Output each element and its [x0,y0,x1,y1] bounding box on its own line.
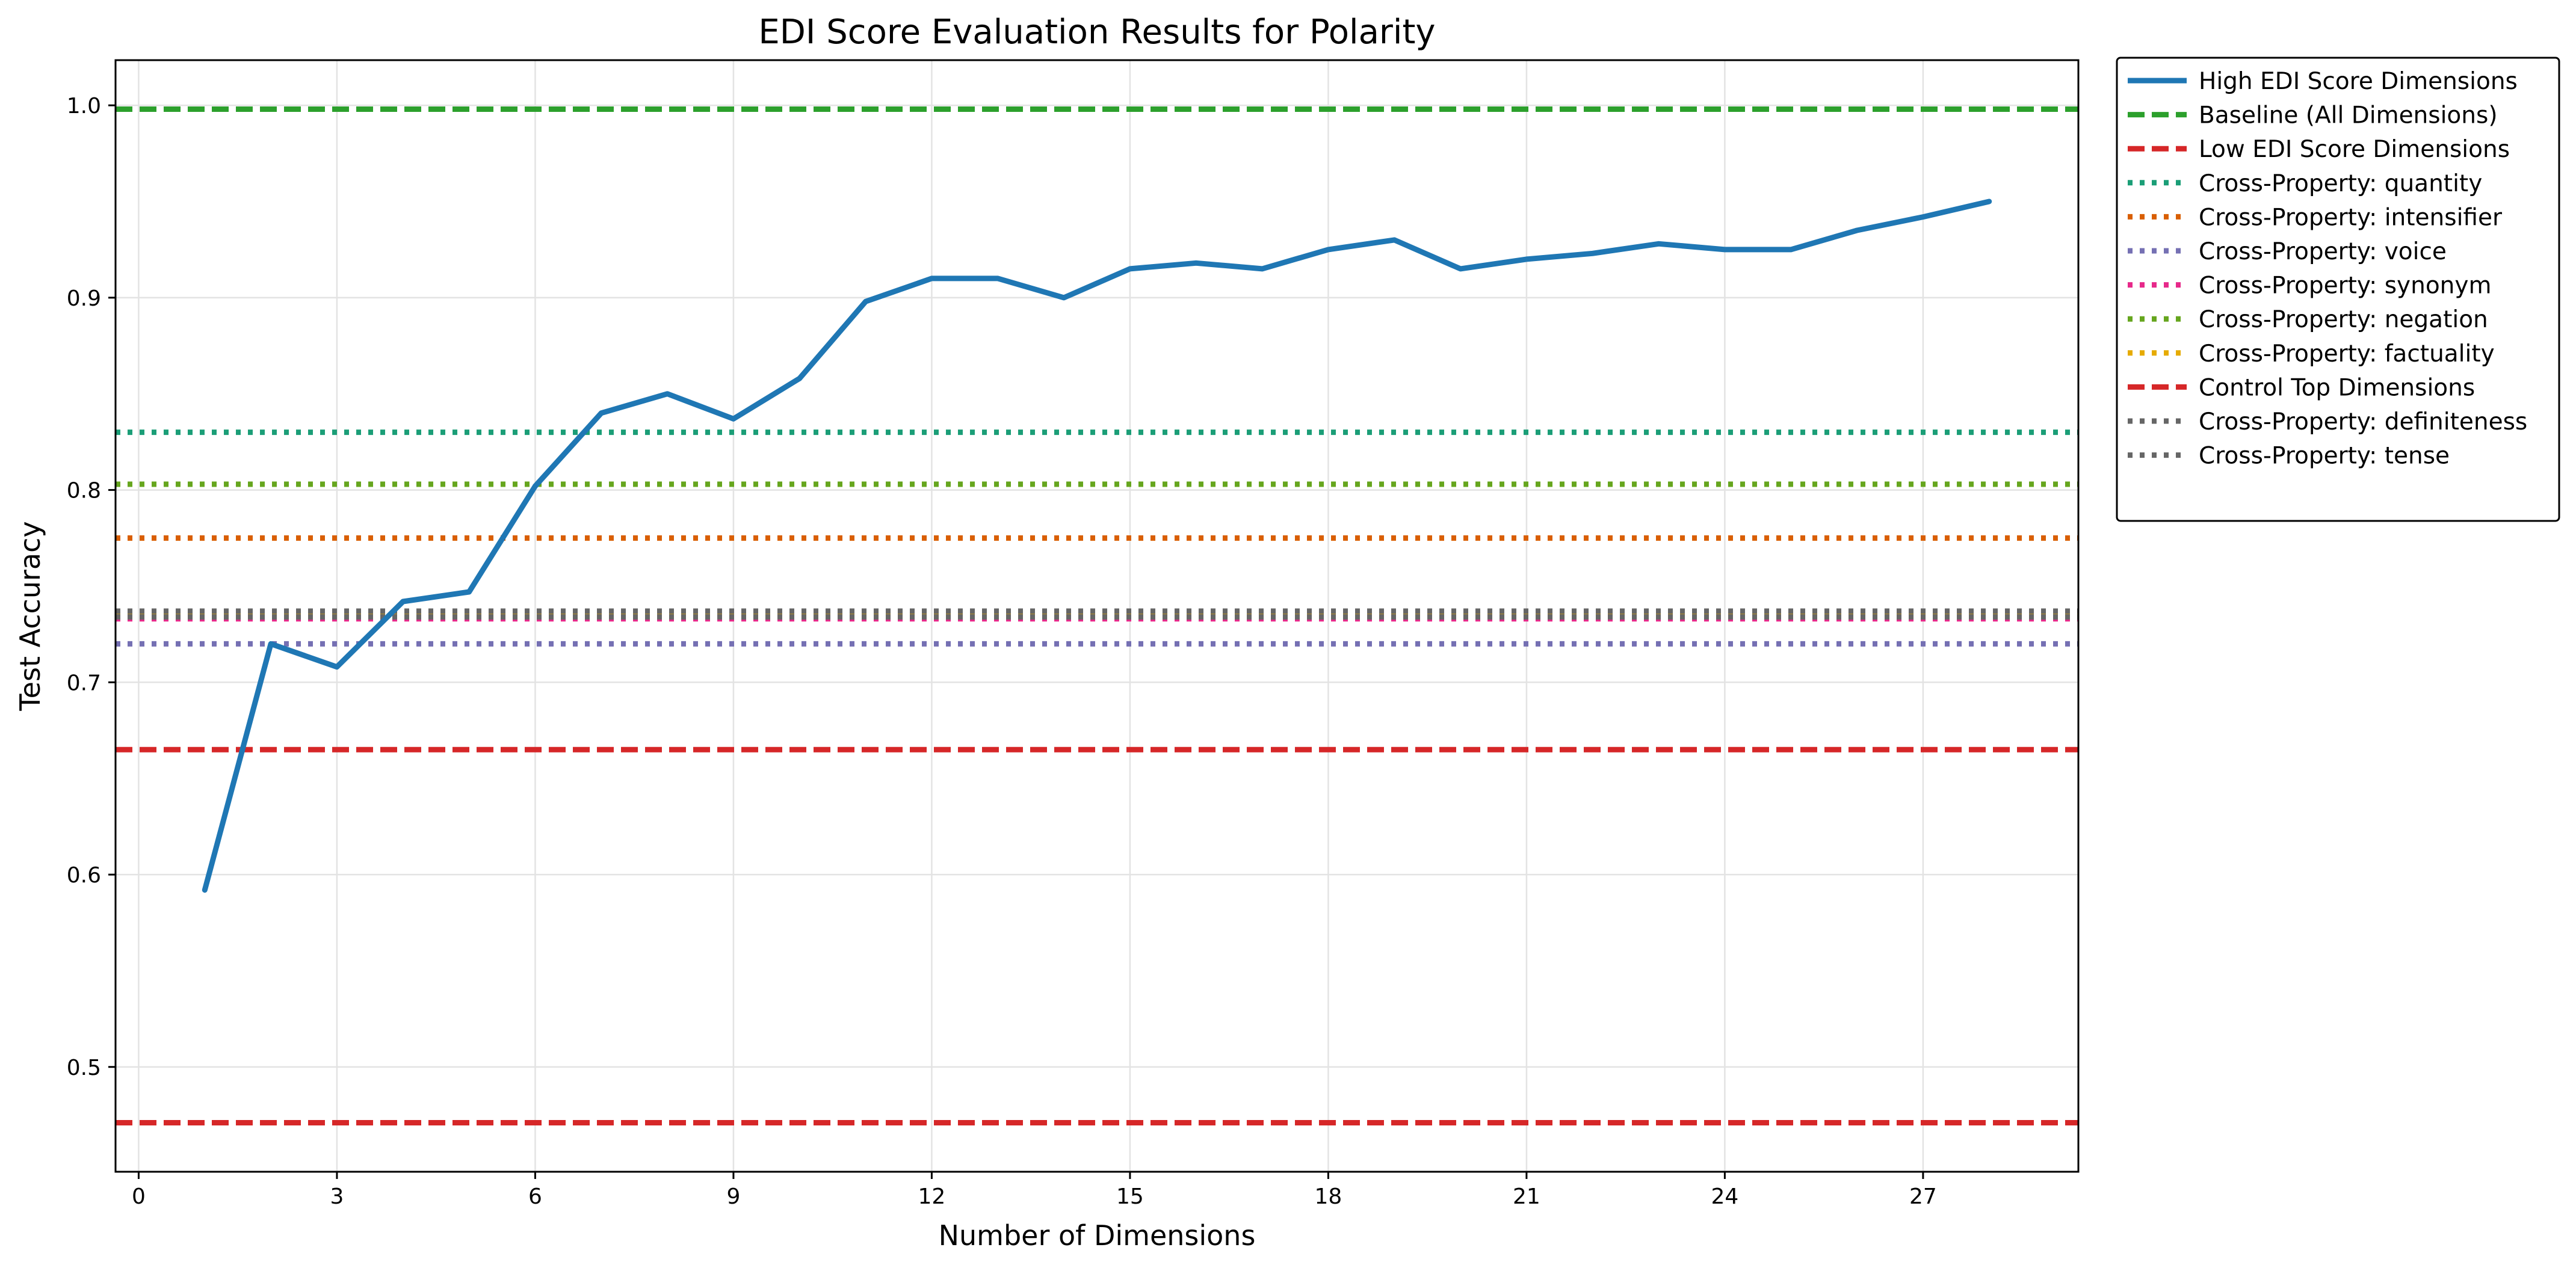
legend-label: Cross-Property: tense [2199,443,2450,470]
y-tick-label: 0.8 [67,479,101,503]
x-tick-label: 21 [1513,1184,1540,1209]
y-tick-label: 0.9 [67,286,101,311]
chart-title: EDI Score Evaluation Results for Polarit… [758,13,1435,52]
x-tick-label: 6 [528,1184,542,1209]
legend-label: Cross-Property: factuality [2199,340,2495,368]
reference-lines [116,106,2078,1125]
legend-label: Cross-Property: negation [2199,306,2488,333]
legend-label: Cross-Property: synonym [2199,272,2491,300]
legend-label: Low EDI Score Dimensions [2199,136,2510,163]
legend-label: Cross-Property: definiteness [2199,408,2527,435]
legend-label: Control Top Dimensions [2199,374,2475,401]
plot-frame [114,59,2080,1173]
legend-label: Baseline (All Dimensions) [2199,102,2498,129]
legend-box [2116,57,2560,522]
x-tick-label: 9 [726,1184,740,1209]
x-axis: 0 3 6 9 12 15 18 21 24 27 [132,1172,1937,1209]
y-axis: 0.5 0.6 0.7 0.8 0.9 1.0 [67,94,116,1080]
legend-label: Cross-Property: quantity [2199,170,2482,197]
x-axis-title: Number of Dimensions [939,1219,1256,1252]
data-series [202,198,1992,893]
y-tick-label: 0.5 [67,1056,101,1080]
y-tick-label: 1.0 [67,94,101,118]
legend-label: Cross-Property: voice [2199,238,2447,265]
legend-label: High EDI Score Dimensions [2199,68,2518,95]
legend-label: Cross-Property: intensifier [2199,204,2503,231]
x-tick-label: 12 [918,1184,946,1209]
series-line [202,198,1992,893]
legend: High EDI Score Dimensions Baseline (All D… [2116,57,2560,522]
x-tick-label: 3 [330,1184,344,1209]
y-tick-label: 0.7 [67,671,101,695]
x-tick-label: 24 [1711,1184,1738,1209]
x-tick-label: 0 [132,1184,146,1209]
y-tick-label: 0.6 [67,863,101,888]
x-tick-label: 15 [1116,1184,1144,1209]
x-tick-label: 18 [1315,1184,1342,1209]
y-axis-title: Test Accuracy [14,521,46,711]
x-tick-label: 27 [1909,1184,1937,1209]
